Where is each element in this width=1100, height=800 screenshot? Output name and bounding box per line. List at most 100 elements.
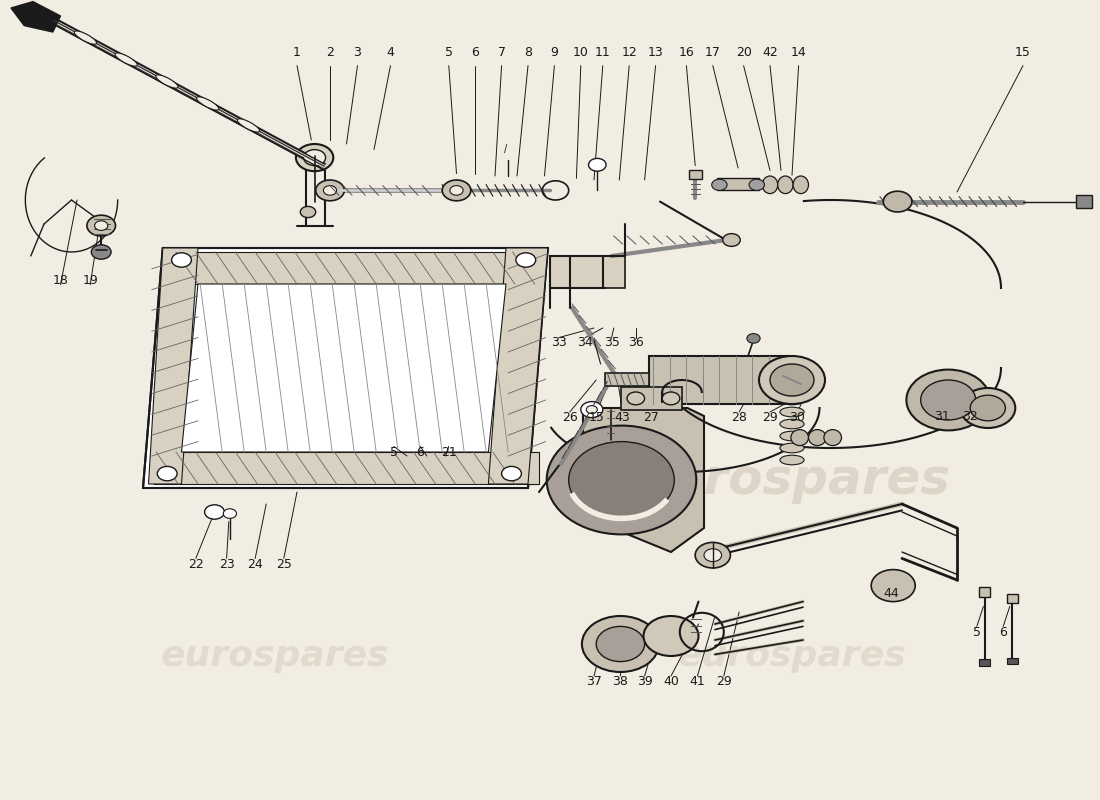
Text: 43: 43: [615, 411, 630, 424]
Bar: [979, 659, 990, 666]
Bar: [1006, 594, 1018, 603]
Circle shape: [586, 406, 597, 414]
Circle shape: [172, 253, 191, 267]
Text: 5: 5: [389, 446, 398, 458]
Ellipse shape: [780, 419, 804, 429]
Circle shape: [695, 542, 730, 568]
Circle shape: [316, 180, 344, 201]
Circle shape: [205, 505, 224, 519]
Text: 11: 11: [595, 46, 610, 58]
Circle shape: [91, 245, 111, 259]
Text: 41: 41: [690, 675, 705, 688]
Text: 32: 32: [962, 410, 978, 422]
Text: 6: 6: [999, 626, 1008, 638]
Ellipse shape: [780, 407, 804, 417]
Circle shape: [87, 215, 116, 236]
Bar: [1006, 658, 1018, 664]
Ellipse shape: [156, 75, 178, 88]
Ellipse shape: [780, 431, 804, 441]
Circle shape: [304, 150, 326, 166]
Text: 3: 3: [353, 46, 362, 58]
Text: 6: 6: [471, 46, 480, 58]
Circle shape: [502, 466, 521, 481]
Circle shape: [906, 370, 990, 430]
Circle shape: [596, 626, 645, 662]
Circle shape: [627, 392, 645, 405]
Bar: [605, 373, 649, 386]
Text: 44: 44: [883, 587, 899, 600]
Circle shape: [300, 206, 316, 218]
Text: eurospares: eurospares: [172, 272, 488, 320]
Text: 14: 14: [791, 46, 806, 58]
Polygon shape: [182, 284, 506, 452]
Ellipse shape: [791, 430, 808, 446]
Ellipse shape: [793, 176, 808, 194]
Text: 39: 39: [637, 675, 652, 688]
Ellipse shape: [808, 430, 826, 446]
Bar: [550, 256, 625, 288]
Text: 36: 36: [628, 336, 643, 349]
Circle shape: [223, 509, 236, 518]
Circle shape: [770, 364, 814, 396]
Polygon shape: [143, 248, 548, 488]
Text: 24: 24: [248, 558, 263, 570]
Circle shape: [921, 380, 976, 420]
Text: 21: 21: [441, 446, 456, 458]
Circle shape: [547, 426, 696, 534]
Circle shape: [723, 234, 740, 246]
Text: 33: 33: [551, 336, 566, 349]
Text: 25: 25: [276, 558, 292, 570]
Ellipse shape: [780, 443, 804, 453]
Text: /: /: [504, 144, 507, 154]
Text: eurospares: eurospares: [161, 639, 389, 673]
Circle shape: [157, 466, 177, 481]
Bar: [1076, 195, 1092, 208]
Polygon shape: [488, 248, 548, 484]
Circle shape: [883, 191, 912, 212]
Text: 34: 34: [578, 336, 593, 349]
Ellipse shape: [116, 53, 138, 66]
Circle shape: [749, 179, 764, 190]
Circle shape: [871, 570, 915, 602]
Ellipse shape: [238, 118, 260, 132]
Text: 26: 26: [562, 411, 578, 424]
Circle shape: [323, 186, 337, 195]
Circle shape: [450, 186, 463, 195]
Polygon shape: [174, 252, 537, 284]
Text: 38: 38: [613, 675, 628, 688]
Circle shape: [747, 334, 760, 343]
Text: 2: 2: [326, 46, 334, 58]
Text: 13: 13: [648, 46, 663, 58]
Text: 31: 31: [934, 410, 949, 422]
Text: 16: 16: [679, 46, 694, 58]
Text: 17: 17: [705, 46, 720, 58]
Circle shape: [644, 616, 698, 656]
Text: 1: 1: [293, 46, 301, 58]
Ellipse shape: [780, 455, 804, 465]
Circle shape: [581, 402, 603, 418]
Polygon shape: [154, 452, 539, 484]
Bar: [621, 387, 682, 410]
Polygon shape: [583, 408, 704, 552]
Text: 28: 28: [732, 411, 747, 424]
Circle shape: [95, 221, 108, 230]
Ellipse shape: [824, 430, 842, 446]
Text: 7: 7: [497, 46, 506, 58]
Circle shape: [569, 442, 674, 518]
Circle shape: [442, 180, 471, 201]
Bar: [979, 587, 990, 597]
Text: eurospares: eurospares: [634, 456, 950, 504]
Ellipse shape: [778, 176, 793, 194]
Text: 29: 29: [762, 411, 778, 424]
Circle shape: [712, 179, 727, 190]
Circle shape: [970, 395, 1005, 421]
Text: 27: 27: [644, 411, 659, 424]
Bar: [689, 170, 702, 179]
Text: 40: 40: [663, 675, 679, 688]
Text: 30: 30: [790, 411, 805, 424]
Polygon shape: [148, 248, 198, 484]
Bar: [649, 356, 792, 404]
Text: 42: 42: [762, 46, 778, 58]
Text: 6: 6: [416, 446, 425, 458]
Text: 15: 15: [588, 411, 604, 424]
